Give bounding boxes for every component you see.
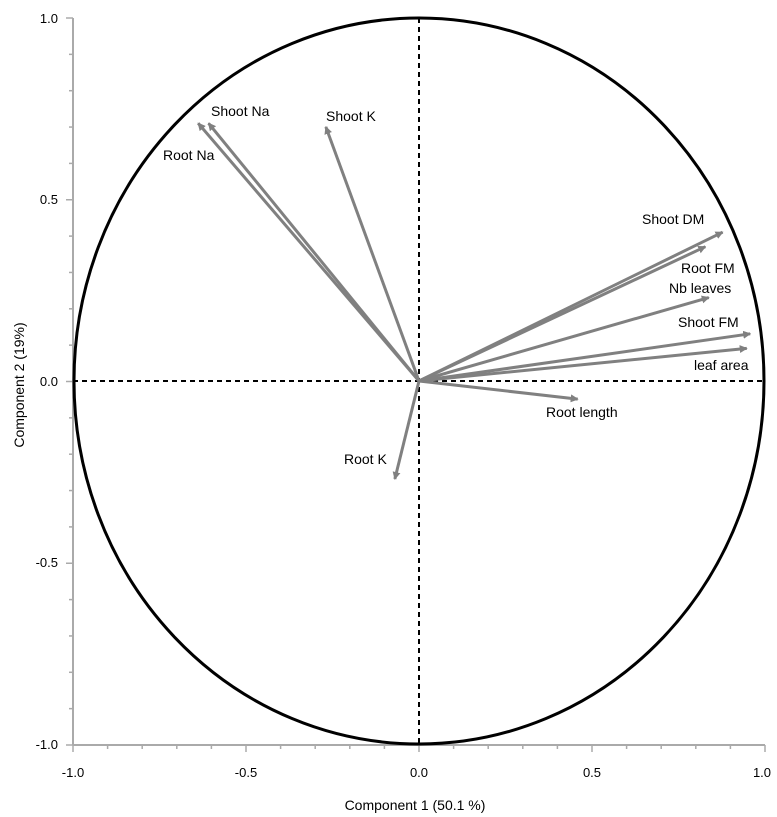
vector-label-shoot-dm: Shoot DM bbox=[642, 211, 704, 227]
vector-label-root-fm: Root FM bbox=[681, 260, 735, 276]
y-tick-label: 0.0 bbox=[40, 374, 58, 389]
vector-label-nb-leaves: Nb leaves bbox=[669, 280, 731, 296]
y-tick-label: 0.5 bbox=[40, 192, 58, 207]
vector-arrow-shoot-k bbox=[324, 125, 421, 382]
y-axis-title: Component 2 (19%) bbox=[11, 322, 27, 447]
axis-ticks bbox=[66, 17, 766, 752]
vector-arrow-root-fm bbox=[418, 245, 707, 383]
vector-arrow-shoot-fm bbox=[418, 330, 752, 383]
vector-arrow-nb-leaves bbox=[418, 295, 710, 383]
vector-arrow-root-k bbox=[392, 380, 421, 480]
x-tick-label: -0.5 bbox=[235, 765, 257, 780]
vector-label-root-na: Root Na bbox=[163, 147, 215, 163]
vector-label-root-length: Root length bbox=[546, 404, 618, 420]
vector-label-shoot-na: Shoot Na bbox=[211, 103, 270, 119]
y-tick-label: -0.5 bbox=[36, 555, 58, 570]
x-axis-title: Component 1 (50.1 %) bbox=[345, 797, 486, 813]
vector-labels: Shoot Na Root Na Shoot K Shoot DM Root F… bbox=[163, 103, 749, 467]
x-tick-label: 0.5 bbox=[583, 765, 601, 780]
vector-arrow-root-na bbox=[197, 122, 421, 382]
x-tick-label: 0.0 bbox=[410, 765, 428, 780]
x-tick-label: -1.0 bbox=[62, 765, 84, 780]
vector-arrow-root-length bbox=[418, 379, 579, 403]
vector-label-shoot-fm: Shoot FM bbox=[678, 314, 739, 330]
vector-label-root-k: Root K bbox=[344, 451, 387, 467]
vector-arrow-leaf-area bbox=[418, 345, 748, 383]
vector-label-shoot-k: Shoot K bbox=[326, 108, 376, 124]
vector-label-leaf-area: leaf area bbox=[694, 357, 749, 373]
y-tick-label: -1.0 bbox=[36, 737, 58, 752]
y-tick-label: 1.0 bbox=[40, 11, 58, 26]
x-tick-label: 1.0 bbox=[753, 765, 771, 780]
loading-vectors bbox=[197, 122, 752, 480]
